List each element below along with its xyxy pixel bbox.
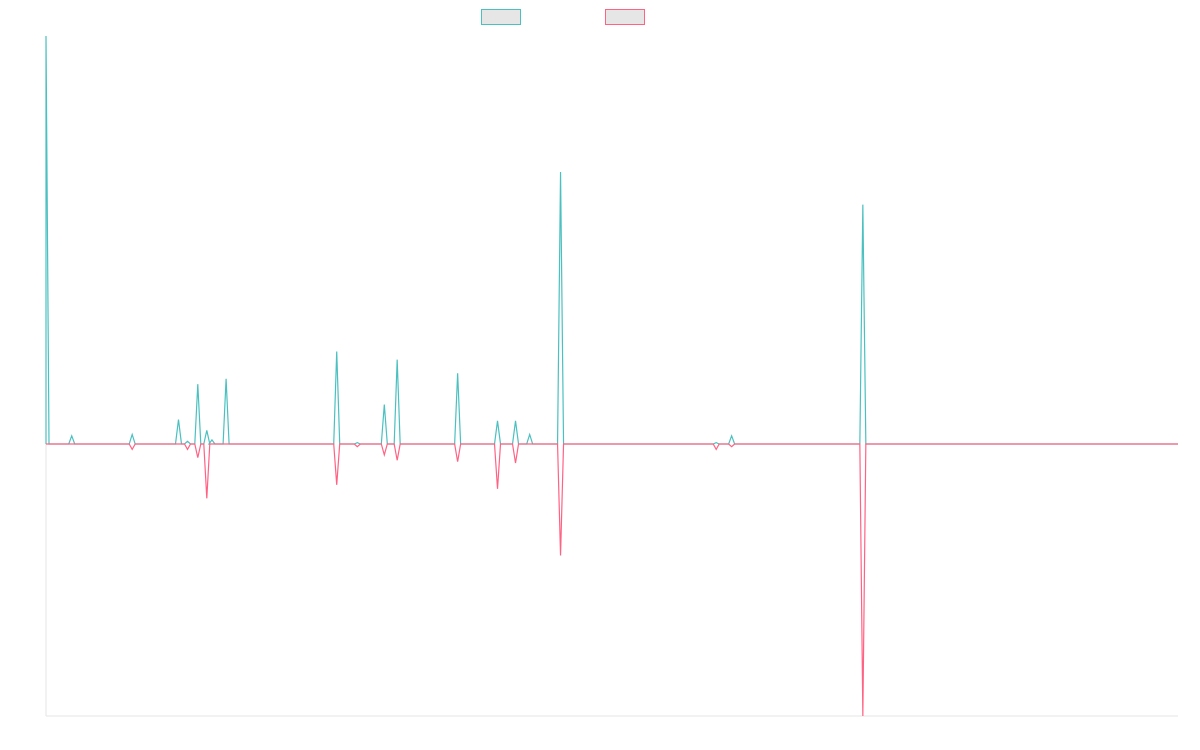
series-1-point-15[interactable] <box>496 419 499 422</box>
series-2-point-4[interactable] <box>205 497 208 500</box>
series-2-point-6[interactable] <box>356 445 359 448</box>
series-1-point-12[interactable] <box>383 403 386 406</box>
series-2-point-9[interactable] <box>456 460 459 463</box>
series-2-point-11[interactable] <box>514 462 517 465</box>
series-2-point-1[interactable] <box>131 448 134 451</box>
series-2-point-3[interactable] <box>196 456 199 459</box>
series-1-point-21[interactable] <box>861 203 864 206</box>
series-2-point-14[interactable] <box>730 445 733 448</box>
legend-swatch-series-2[interactable] <box>605 9 645 25</box>
series-2-point-15[interactable] <box>861 715 864 718</box>
series-1-point-19[interactable] <box>715 441 718 444</box>
series-1-point-3[interactable] <box>131 433 134 436</box>
series-1-point-14[interactable] <box>456 372 459 375</box>
series-2-point-5[interactable] <box>335 483 338 486</box>
series-2-point-12[interactable] <box>559 554 562 557</box>
series-1-point-9[interactable] <box>225 377 228 380</box>
series-1-point-10[interactable] <box>335 350 338 353</box>
series-1-point-18[interactable] <box>559 171 562 174</box>
series-1-point-2[interactable] <box>70 434 73 437</box>
series-1-point-11[interactable] <box>356 441 359 444</box>
series-1-point-1[interactable] <box>45 35 48 38</box>
series-2-point-8[interactable] <box>396 459 399 462</box>
series-1-point-5[interactable] <box>186 440 189 443</box>
series-1-point-16[interactable] <box>514 419 517 422</box>
series-1-point-6[interactable] <box>196 383 199 386</box>
series-1-point-20[interactable] <box>730 434 733 437</box>
series-1-point-8[interactable] <box>210 438 213 441</box>
series-2-point-7[interactable] <box>383 453 386 456</box>
series-1-point-4[interactable] <box>177 418 180 421</box>
series-2-point-2[interactable] <box>186 448 189 451</box>
series-2-line <box>46 443 1178 717</box>
series-1-point-17[interactable] <box>528 433 531 436</box>
series-2-point-13[interactable] <box>715 448 718 451</box>
series-1-line <box>45 35 1178 445</box>
series-2-point-10[interactable] <box>496 487 499 490</box>
legend-swatch-series-1[interactable] <box>481 9 521 25</box>
series-1-point-13[interactable] <box>396 358 399 361</box>
series-1-point-7[interactable] <box>205 429 208 432</box>
